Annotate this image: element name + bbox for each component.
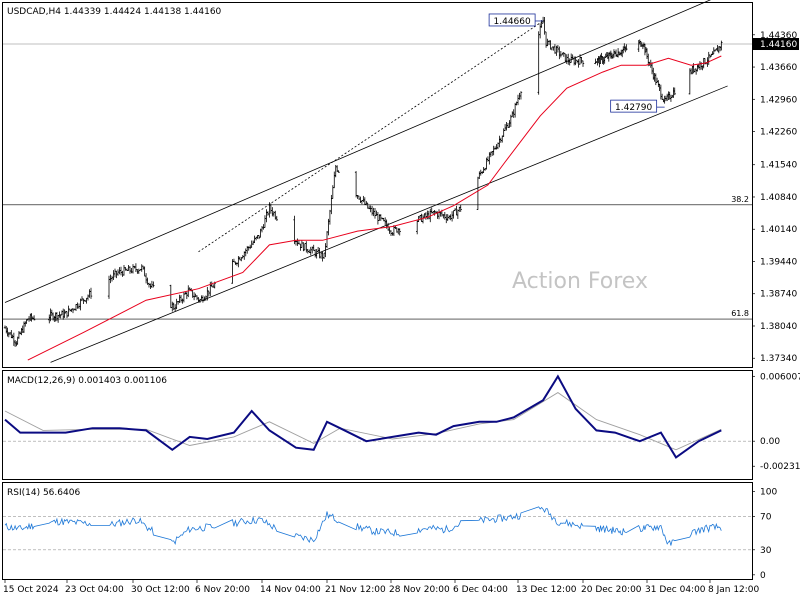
macd-label: MACD(12,26,9) 0.001403 0.001106: [7, 376, 167, 386]
price-tick-label: 1.39440: [760, 257, 797, 267]
macd-tick-label: 0.006007: [760, 372, 800, 382]
candle: [275, 215, 278, 221]
price-tick-label: 1.44360: [760, 31, 797, 41]
time-tick-label: 30 Oct 12:00: [131, 585, 190, 595]
channel-line: [50, 85, 728, 363]
candle: [720, 40, 723, 51]
time-tick-label: 15 Oct 2024: [3, 585, 59, 595]
channel-line: [198, 20, 544, 253]
time-tick-label: 8 Jan 12:00: [708, 585, 760, 595]
price-tick-label: 1.42260: [760, 128, 797, 138]
time-tick-label: 6 Dec 04:00: [453, 585, 508, 595]
rsi-line: [4, 506, 722, 546]
rsi-tick-label: 0: [760, 571, 766, 581]
current-price-tag: [753, 38, 799, 51]
price-tick-label: 1.42960: [760, 95, 797, 105]
fib-level-label: 38.2: [731, 195, 749, 204]
candle: [32, 315, 36, 321]
time-tick-label: 13 Dec 12:00: [516, 585, 577, 595]
callout-box: [488, 13, 536, 27]
candle: [673, 87, 676, 96]
price-tick-label: 1.41540: [760, 161, 797, 171]
rsi-tick-label: 30: [760, 546, 772, 556]
callout-text: 1.44660: [494, 17, 531, 27]
callout-box: [610, 99, 658, 113]
time-tick-label: 28 Nov 20:00: [389, 585, 450, 595]
time-tick-label: 6 Nov 20:00: [195, 585, 250, 595]
time-tick-label: 14 Nov 04:00: [260, 585, 321, 595]
time-tick-label: 31 Dec 04:00: [645, 585, 706, 595]
price-tick-label: 1.38740: [760, 290, 797, 300]
candle: [519, 91, 523, 100]
moving-average-line: [27, 55, 722, 361]
macd-tick-label: 0.00: [760, 437, 780, 447]
candle: [459, 204, 462, 212]
price-tick-label: 1.38040: [760, 322, 797, 332]
time-tick-label: 21 Nov 12:00: [325, 585, 386, 595]
price-callout: 1.44660: [488, 13, 544, 27]
time-tick-label: 20 Dec 20:00: [581, 585, 642, 595]
axis-layer: 1.44360 1.43660 1.42960 1.42260 1.41540 1.408…: [3, 31, 800, 595]
price-layer: 38.2 61.8 1.44660 1.42790: [3, 0, 752, 363]
macd-line: [4, 374, 722, 459]
macd-panel: [2, 370, 753, 480]
rsi-tick-label: 70: [760, 512, 772, 522]
callout-text: 1.42790: [615, 103, 652, 113]
watermark: Action Forex: [512, 269, 648, 294]
channel-line: [4, 0, 712, 303]
candle: [625, 44, 628, 51]
price-header: USDCAD,H4 1.44339 1.44424 1.44138 1.4416…: [7, 7, 222, 17]
candle: [152, 281, 155, 288]
rsi-tick-label: 100: [760, 487, 777, 497]
candle: [398, 228, 401, 236]
time-tick-label: 23 Oct 04:00: [65, 585, 124, 595]
rsi-layer: [3, 506, 752, 551]
price-tick-label: 1.40840: [760, 193, 797, 203]
fib-level-label: 61.8: [731, 309, 749, 318]
price-callout: 1.42790: [610, 99, 665, 113]
macd-tick-label: -0.002318: [760, 462, 800, 472]
rsi-label: RSI(14) 56.6406: [7, 488, 80, 498]
price-panel: [2, 2, 753, 368]
current-price-tag-label: 1.44160: [760, 40, 797, 50]
price-tick-label: 1.43660: [760, 63, 797, 73]
price-tick-label: 1.37340: [760, 354, 797, 364]
price-tick-label: 1.40140: [760, 225, 797, 235]
candle: [337, 170, 340, 173]
candle: [581, 60, 585, 67]
macd-layer: [3, 374, 752, 459]
candle: [89, 287, 93, 299]
